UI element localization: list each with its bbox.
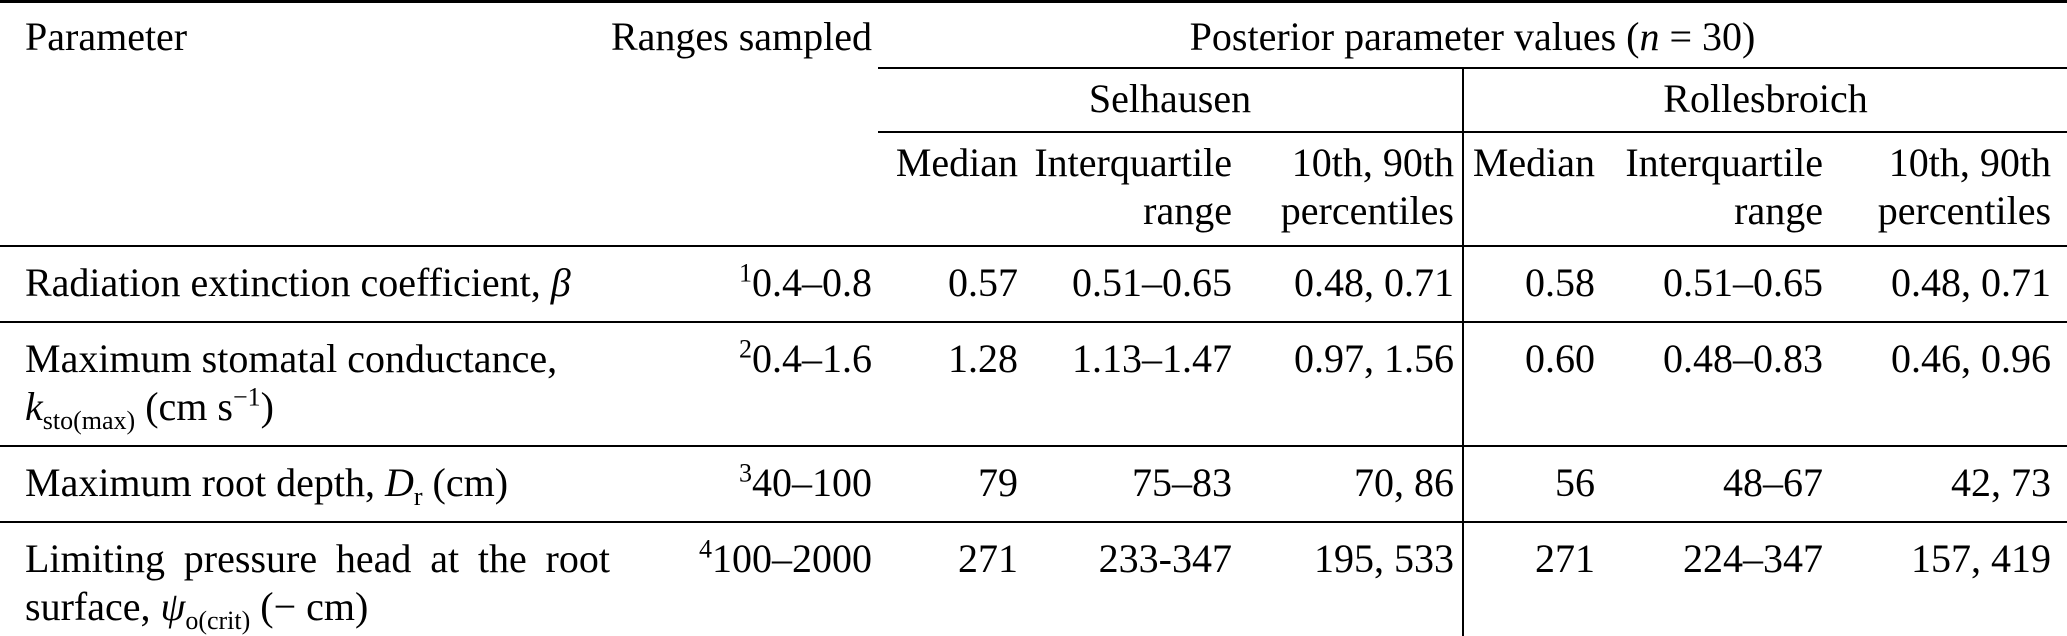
header-row-top: Parameter Ranges sampled Posterior param… [0, 1, 2067, 247]
cell-range-sampled: 4100–2000 [699, 534, 872, 581]
cell-sel-median: 1.28 [878, 322, 1026, 447]
cell-sel-iqr: 75–83 [1026, 446, 1240, 523]
col-header-selhausen: Selhausen [878, 68, 1463, 133]
col-header-median-rollesbroich: Median [1462, 132, 1603, 247]
cell-rol-iqr: 0.48–0.83 [1603, 322, 1831, 447]
cell-rol-median: 0.58 [1462, 246, 1603, 323]
header-row-statistics: Median Interquartile range 10th, 90th pe… [0, 132, 2067, 247]
cell-rol-percentiles: 0.48, 0.71 [1831, 246, 2067, 323]
table-row-radiation-extinction: Radiation extinction coefficient, β 10.4… [0, 246, 2067, 323]
col-header-median-selhausen: Median [878, 132, 1026, 247]
cell-sel-iqr: 0.51–0.65 [1026, 246, 1240, 323]
table-row-root-depth: Maximum root depth, Dr (cm) 340–100 79 7… [0, 446, 2067, 523]
cell-sel-percentiles: 0.48, 0.71 [1240, 246, 1463, 323]
cell-sel-iqr: 1.13–1.47 [1026, 322, 1240, 447]
cell-parameter: Maximum root depth, Dr (cm) [0, 446, 610, 523]
cell-range-sampled: 20.4–1.6 [610, 322, 878, 447]
cell-sel-median: 0.57 [878, 246, 1026, 323]
cell-sel-percentiles: 0.97, 1.56 [1240, 322, 1463, 447]
cell-sel-iqr: 233-347 [1098, 536, 1232, 581]
cell-rol-median: 0.60 [1462, 322, 1603, 447]
col-header-percentiles-selhausen: 10th, 90th percentiles [1240, 132, 1463, 247]
cell-sel-median: 79 [878, 446, 1026, 523]
col-header-iqr-rollesbroich: Interquartile range [1603, 132, 1831, 247]
cell-rol-percentiles: 0.46, 0.96 [1831, 322, 2067, 447]
header-row-sites: Selhausen Rollesbroich [0, 68, 2067, 133]
cell-parameter: Maximum stomatal conductance, ksto(max) (… [0, 322, 610, 447]
cell-sel-percentiles: 195, 533 [1314, 536, 1454, 581]
cell-sel-median: 271 [958, 536, 1018, 581]
cell-rol-percentiles: 157, 419 [1911, 536, 2052, 581]
cell-parameter: Radiation extinction coefficient, β [0, 246, 610, 323]
cell-rol-median: 56 [1462, 446, 1603, 523]
cell-rol-percentiles: 42, 73 [1831, 446, 2067, 523]
cell-rol-iqr: 48–67 [1603, 446, 1831, 523]
table-row-limiting-pressure-head: Limiting pressure head at the root surfa… [0, 522, 2067, 636]
cell-range-sampled: 10.4–0.8 [610, 246, 878, 323]
col-header-posterior-values: Posterior parameter values (n = 30) [878, 1, 2067, 69]
table-row-stomatal-conductance: Maximum stomatal conductance, ksto(max) (… [0, 322, 2067, 447]
cell-rol-median: 271 [1462, 522, 1603, 636]
cell-range-sampled: 340–100 [610, 446, 878, 523]
col-header-parameter: Parameter [0, 1, 610, 247]
cell-sel-percentiles: 70, 86 [1240, 446, 1463, 523]
cell-parameter: Limiting pressure head at the root surfa… [25, 536, 610, 635]
col-header-rollesbroich: Rollesbroich [1461, 68, 2067, 133]
col-header-percentiles-rollesbroich: 10th, 90th percentiles [1831, 132, 2067, 247]
col-header-ranges-sampled: Ranges sampled [610, 1, 878, 247]
col-header-iqr-selhausen: Interquartile range [1026, 132, 1240, 247]
cell-rol-iqr: 0.51–0.65 [1603, 246, 1831, 323]
cell-rol-iqr: 224–347 [1683, 536, 1823, 581]
